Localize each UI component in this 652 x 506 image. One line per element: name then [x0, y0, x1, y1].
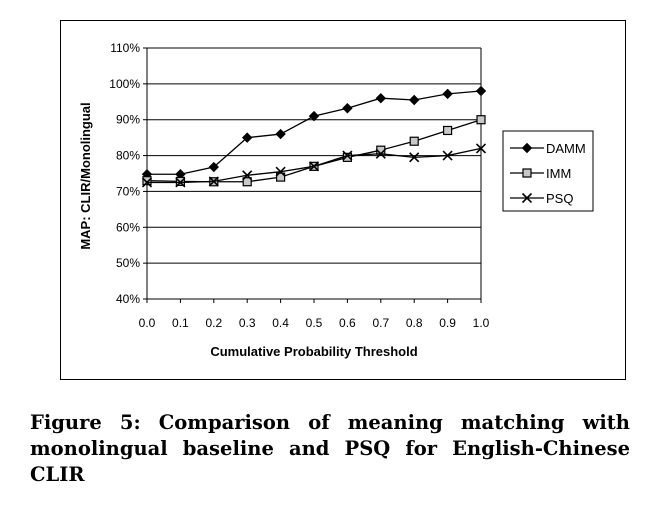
- data-point-psq: [375, 148, 386, 159]
- data-point-psq: [208, 176, 219, 187]
- x-tick-label: 0.0: [139, 316, 156, 330]
- series-lines: [141, 85, 487, 188]
- data-point-psq: [475, 143, 487, 154]
- x-tick-label: 0.3: [239, 316, 256, 330]
- y-tick-label: 40%: [116, 292, 140, 306]
- data-point-damm: [408, 94, 420, 106]
- data-point-imm: [242, 177, 252, 187]
- y-tick-label: 100%: [109, 77, 140, 91]
- marker-stroke: [521, 192, 533, 204]
- data-point-damm: [241, 132, 253, 143]
- line-chart: 40% 50% 60% 70% 80% 90% 100% 110% 0.0 0.1 0.2 0.3 0.…: [78, 41, 594, 359]
- y-tick-label: 50%: [116, 256, 140, 270]
- data-point-psq: [308, 161, 320, 172]
- y-tick-label: 60%: [116, 220, 140, 234]
- legend-marker-psq: [521, 192, 533, 204]
- legend-marker-imm: [522, 168, 532, 178]
- data-point-damm: [342, 103, 353, 114]
- x-tick-label: 0.9: [439, 316, 456, 330]
- marker-stroke: [208, 176, 219, 187]
- data-point-psq: [275, 166, 286, 177]
- figure-frame: [60, 20, 626, 380]
- marker-stroke: [141, 177, 153, 188]
- data-point-imm: [142, 176, 152, 186]
- data-point-damm: [308, 110, 320, 122]
- marker-stroke: [475, 143, 487, 154]
- axes: [143, 47, 482, 303]
- x-tick-label: 0.7: [372, 316, 389, 330]
- legend-marker-damm: [521, 142, 533, 154]
- series-line-imm: [146, 119, 482, 183]
- legend: DAMM IMM PSQ: [502, 130, 594, 212]
- marker-stroke: [375, 148, 386, 159]
- x-tick-label: 0.6: [339, 316, 356, 330]
- data-point-damm: [475, 85, 487, 97]
- legend-label-psq: PSQ: [546, 191, 573, 206]
- marker-stroke: [175, 177, 186, 188]
- y-tick-label: 90%: [116, 113, 140, 127]
- marker-stroke: [409, 152, 420, 163]
- legend-label-damm: DAMM: [546, 141, 586, 156]
- y-tick-label: 110%: [110, 41, 140, 55]
- marker-stroke: [275, 166, 286, 177]
- data-point-imm: [443, 125, 453, 136]
- data-point-psq: [175, 177, 186, 188]
- y-tick-label: 80%: [116, 149, 140, 163]
- data-point-psq: [442, 150, 453, 161]
- data-point-psq: [342, 150, 353, 161]
- figure-caption: Figure 5: Comparison of meaning matching…: [30, 411, 630, 486]
- x-axis-title: Cumulative Probability Threshold: [210, 344, 417, 359]
- data-point-psq: [409, 152, 420, 163]
- marker-stroke: [242, 170, 253, 181]
- x-tick-label: 0.8: [406, 316, 423, 330]
- data-point-damm: [442, 88, 453, 100]
- data-point-psq: [141, 177, 153, 188]
- data-point-imm: [476, 115, 486, 125]
- y-tick-label: 70%: [116, 184, 140, 198]
- data-point-damm: [275, 128, 286, 140]
- data-point-damm: [375, 92, 387, 104]
- data-point-psq: [242, 170, 253, 181]
- y-axis-title: MAP: CLIR/Monolingual: [78, 102, 93, 249]
- marker-stroke: [308, 161, 320, 172]
- tick-labels: 40% 50% 60% 70% 80% 90% 100% 110% 0.0 0.1 0.2 0.3 0.…: [109, 41, 489, 330]
- data-point-imm: [276, 172, 286, 182]
- x-tick-label: 1.0: [473, 316, 490, 330]
- x-tick-label: 0.1: [172, 316, 189, 330]
- x-tick-label: 0.4: [272, 316, 289, 330]
- x-tick-label: 0.2: [205, 316, 222, 330]
- x-tick-label: 0.5: [306, 316, 323, 330]
- data-point-imm: [409, 136, 419, 146]
- marker-stroke: [442, 150, 453, 161]
- marker-stroke: [342, 150, 353, 161]
- legend-label-imm: IMM: [546, 166, 571, 181]
- gridlines: [147, 47, 481, 264]
- data-point-damm: [208, 161, 220, 173]
